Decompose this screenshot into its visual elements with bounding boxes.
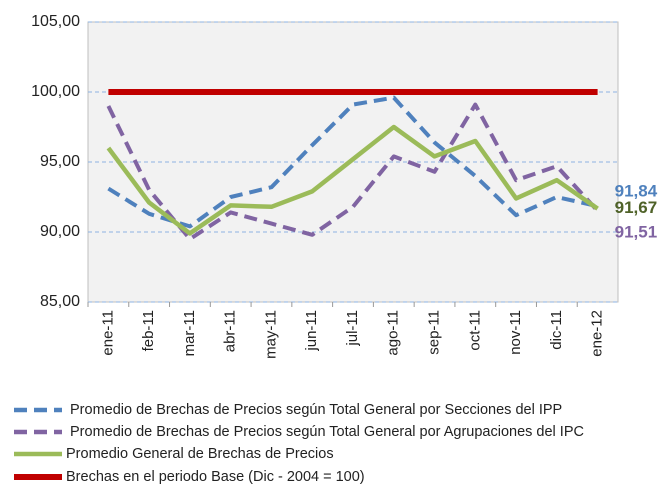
value-label: 91,51 xyxy=(615,222,658,241)
x-tick-label: abr-11 xyxy=(222,310,239,352)
x-tick-label: dic-11 xyxy=(548,310,565,350)
x-tick-label: ene-11 xyxy=(99,310,116,356)
x-tick-label: may-11 xyxy=(262,310,279,359)
x-tick-label: jun-11 xyxy=(303,310,320,352)
y-tick-label: 85,00 xyxy=(40,293,80,310)
x-tick-label: ago-11 xyxy=(385,310,402,356)
x-tick-label: feb-11 xyxy=(140,310,157,351)
y-tick-label: 105,00 xyxy=(31,13,80,30)
legend-label: Brechas en el periodo Base (Dic - 2004 =… xyxy=(66,469,365,485)
legend-label: Promedio de Brechas de Precios según Tot… xyxy=(70,424,584,440)
y-tick-label: 95,00 xyxy=(40,153,80,170)
series-line xyxy=(106,102,600,241)
x-tick-label: mar-11 xyxy=(181,310,198,356)
legend-label: Promedio de Brechas de Precios según Tot… xyxy=(70,402,562,418)
legend-label: Promedio General de Brechas de Precios xyxy=(66,446,334,462)
y-tick-label: 100,00 xyxy=(31,83,80,100)
x-tick-label: sep-11 xyxy=(426,310,443,355)
y-tick-label: 90,00 xyxy=(40,223,80,240)
x-tick-label: nov-11 xyxy=(507,310,524,355)
series-line xyxy=(107,95,599,229)
series-line xyxy=(106,124,599,236)
x-tick-label: ene-12 xyxy=(589,310,606,357)
value-label: 91,67 xyxy=(615,198,658,217)
x-tick-label: jul-11 xyxy=(344,310,361,347)
value-label: 91,84 xyxy=(615,182,658,201)
x-tick-label: oct-11 xyxy=(466,310,483,351)
